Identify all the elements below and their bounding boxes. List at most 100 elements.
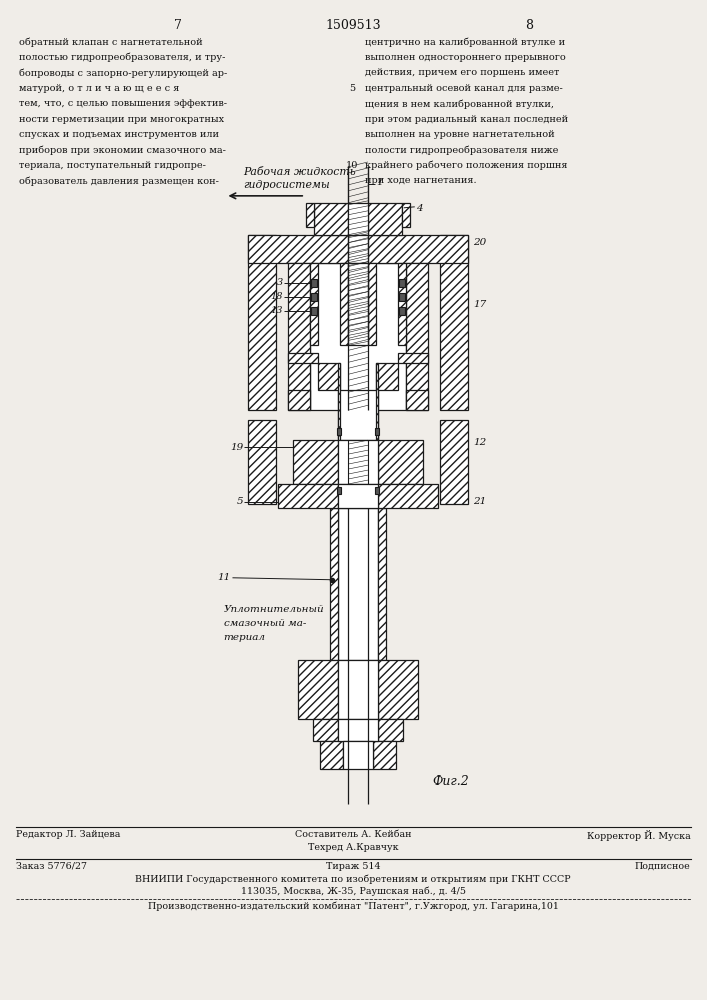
Text: центрично на калиброванной втулке и: центрично на калиброванной втулке и [365, 37, 565, 47]
Bar [399, 279, 405, 287]
Text: Фиг.2: Фиг.2 [433, 775, 469, 788]
Text: крайнего рабочего положения поршня: крайнего рабочего положения поршня [365, 161, 568, 170]
Text: 20: 20 [474, 238, 487, 247]
Text: 4: 4 [416, 204, 422, 213]
Bar [376, 363, 398, 390]
Text: обратный клапан с нагнетательной: обратный клапан с нагнетательной [19, 37, 203, 47]
Bar [348, 263, 368, 345]
Text: 12: 12 [474, 438, 487, 447]
Bar [310, 263, 406, 410]
Text: 21: 21 [474, 497, 487, 506]
Bar [368, 203, 402, 235]
Bar [310, 263, 318, 345]
Bar [288, 390, 310, 410]
Text: полости гидропреобразователя ниже: полости гидропреобразователя ниже [365, 145, 559, 155]
Text: смазочный ма-: смазочный ма- [223, 619, 306, 628]
Bar [375, 487, 379, 494]
Bar [440, 235, 467, 410]
Bar [320, 741, 343, 769]
Bar [293, 440, 338, 484]
Text: Составитель А. Кейбан: Составитель А. Кейбан [295, 830, 411, 839]
Bar [402, 203, 410, 227]
Text: Тираж 514: Тираж 514 [326, 862, 380, 871]
Text: 10: 10 [346, 161, 358, 170]
Text: при этом радиальный канал последней: при этом радиальный канал последней [365, 115, 568, 124]
Bar [348, 235, 368, 263]
Text: 7: 7 [174, 19, 182, 32]
Bar [340, 263, 348, 345]
Text: Заказ 5776/27: Заказ 5776/27 [16, 862, 88, 871]
Text: 13: 13 [271, 306, 284, 315]
Bar [337, 428, 341, 435]
Text: выполнен одностороннего прерывного: выполнен одностороннего прерывного [365, 53, 566, 62]
Bar [338, 484, 378, 508]
Bar [398, 263, 406, 345]
Bar [338, 440, 378, 484]
Text: 17: 17 [474, 300, 487, 309]
Text: 8: 8 [525, 19, 533, 32]
Bar [399, 293, 405, 301]
Text: ности герметизации при многократных: ности герметизации при многократных [19, 115, 224, 124]
Text: 1509513: 1509513 [325, 19, 381, 32]
Text: 3: 3 [277, 278, 284, 287]
Bar [248, 235, 276, 410]
Text: териал: териал [223, 633, 266, 642]
Text: Производственно-издательский комбинат "Патент", г.Ужгород, ул. Гагарина,101: Производственно-издательский комбинат "П… [148, 902, 559, 911]
Bar [398, 353, 428, 363]
Bar [440, 420, 467, 504]
Bar [368, 263, 376, 345]
Bar [378, 440, 423, 484]
Text: Рабочая жидкость: Рабочая жидкость [243, 167, 356, 177]
Text: 19: 19 [230, 443, 243, 452]
Bar [311, 293, 317, 301]
Text: Редактор Л. Зайцева: Редактор Л. Зайцева [16, 830, 121, 839]
Text: 5: 5 [349, 84, 355, 93]
Bar [248, 235, 467, 263]
Bar [343, 741, 373, 769]
Text: ВНИИПИ Государственного комитета по изобретениям и открытиям при ГКНТ СССР: ВНИИПИ Государственного комитета по изоб… [135, 875, 571, 884]
Bar [306, 203, 314, 227]
Bar [338, 508, 378, 660]
Text: Техред А.Кравчук: Техред А.Кравчук [308, 843, 398, 852]
Text: Уплотнительный: Уплотнительный [223, 605, 324, 614]
Bar [288, 263, 310, 410]
Bar [348, 203, 368, 235]
Text: 1: 1 [376, 178, 382, 187]
Bar [375, 428, 379, 435]
Text: спусках и подъемах инструментов или: спусках и подъемах инструментов или [19, 130, 219, 139]
Bar [311, 307, 317, 315]
Text: щения в нем калиброванной втулки,: щения в нем калиброванной втулки, [365, 99, 554, 109]
Bar [318, 363, 340, 390]
Text: приборов при экономии смазочного ма-: приборов при экономии смазочного ма- [19, 145, 226, 155]
Text: Подписное: Подписное [635, 862, 691, 871]
Text: тем, что, с целью повышения эффектив-: тем, что, с целью повышения эффектив- [19, 99, 228, 108]
Bar [378, 719, 403, 741]
Bar [313, 719, 338, 741]
Text: образователь давления размещен кон-: образователь давления размещен кон- [19, 176, 219, 186]
Bar [406, 263, 428, 410]
Bar [378, 508, 386, 660]
Text: Корректор Й. Муска: Корректор Й. Муска [587, 830, 691, 841]
Bar [337, 487, 341, 494]
Text: действия, причем его поршень имеет: действия, причем его поршень имеет [365, 68, 559, 77]
Bar [330, 508, 338, 660]
Text: териала, поступательный гидропре-: териала, поступательный гидропре- [19, 161, 206, 170]
Text: 5: 5 [237, 497, 243, 506]
Bar [288, 353, 318, 363]
Text: при ходе нагнетания.: при ходе нагнетания. [365, 176, 477, 185]
Bar [311, 279, 317, 287]
Bar [248, 420, 276, 504]
Bar [279, 484, 338, 508]
Text: бопроводы с запорно-регулирующей ар-: бопроводы с запорно-регулирующей ар- [19, 68, 228, 78]
Text: 18: 18 [271, 292, 284, 301]
Text: выполнен на уровне нагнетательной: выполнен на уровне нагнетательной [365, 130, 554, 139]
Bar [406, 390, 428, 410]
Bar [314, 203, 348, 235]
Bar [373, 741, 396, 769]
Text: 11: 11 [217, 573, 230, 582]
Bar [338, 660, 378, 719]
Bar [338, 390, 378, 440]
Bar [376, 363, 378, 440]
Bar [298, 660, 338, 719]
Bar [399, 307, 405, 315]
